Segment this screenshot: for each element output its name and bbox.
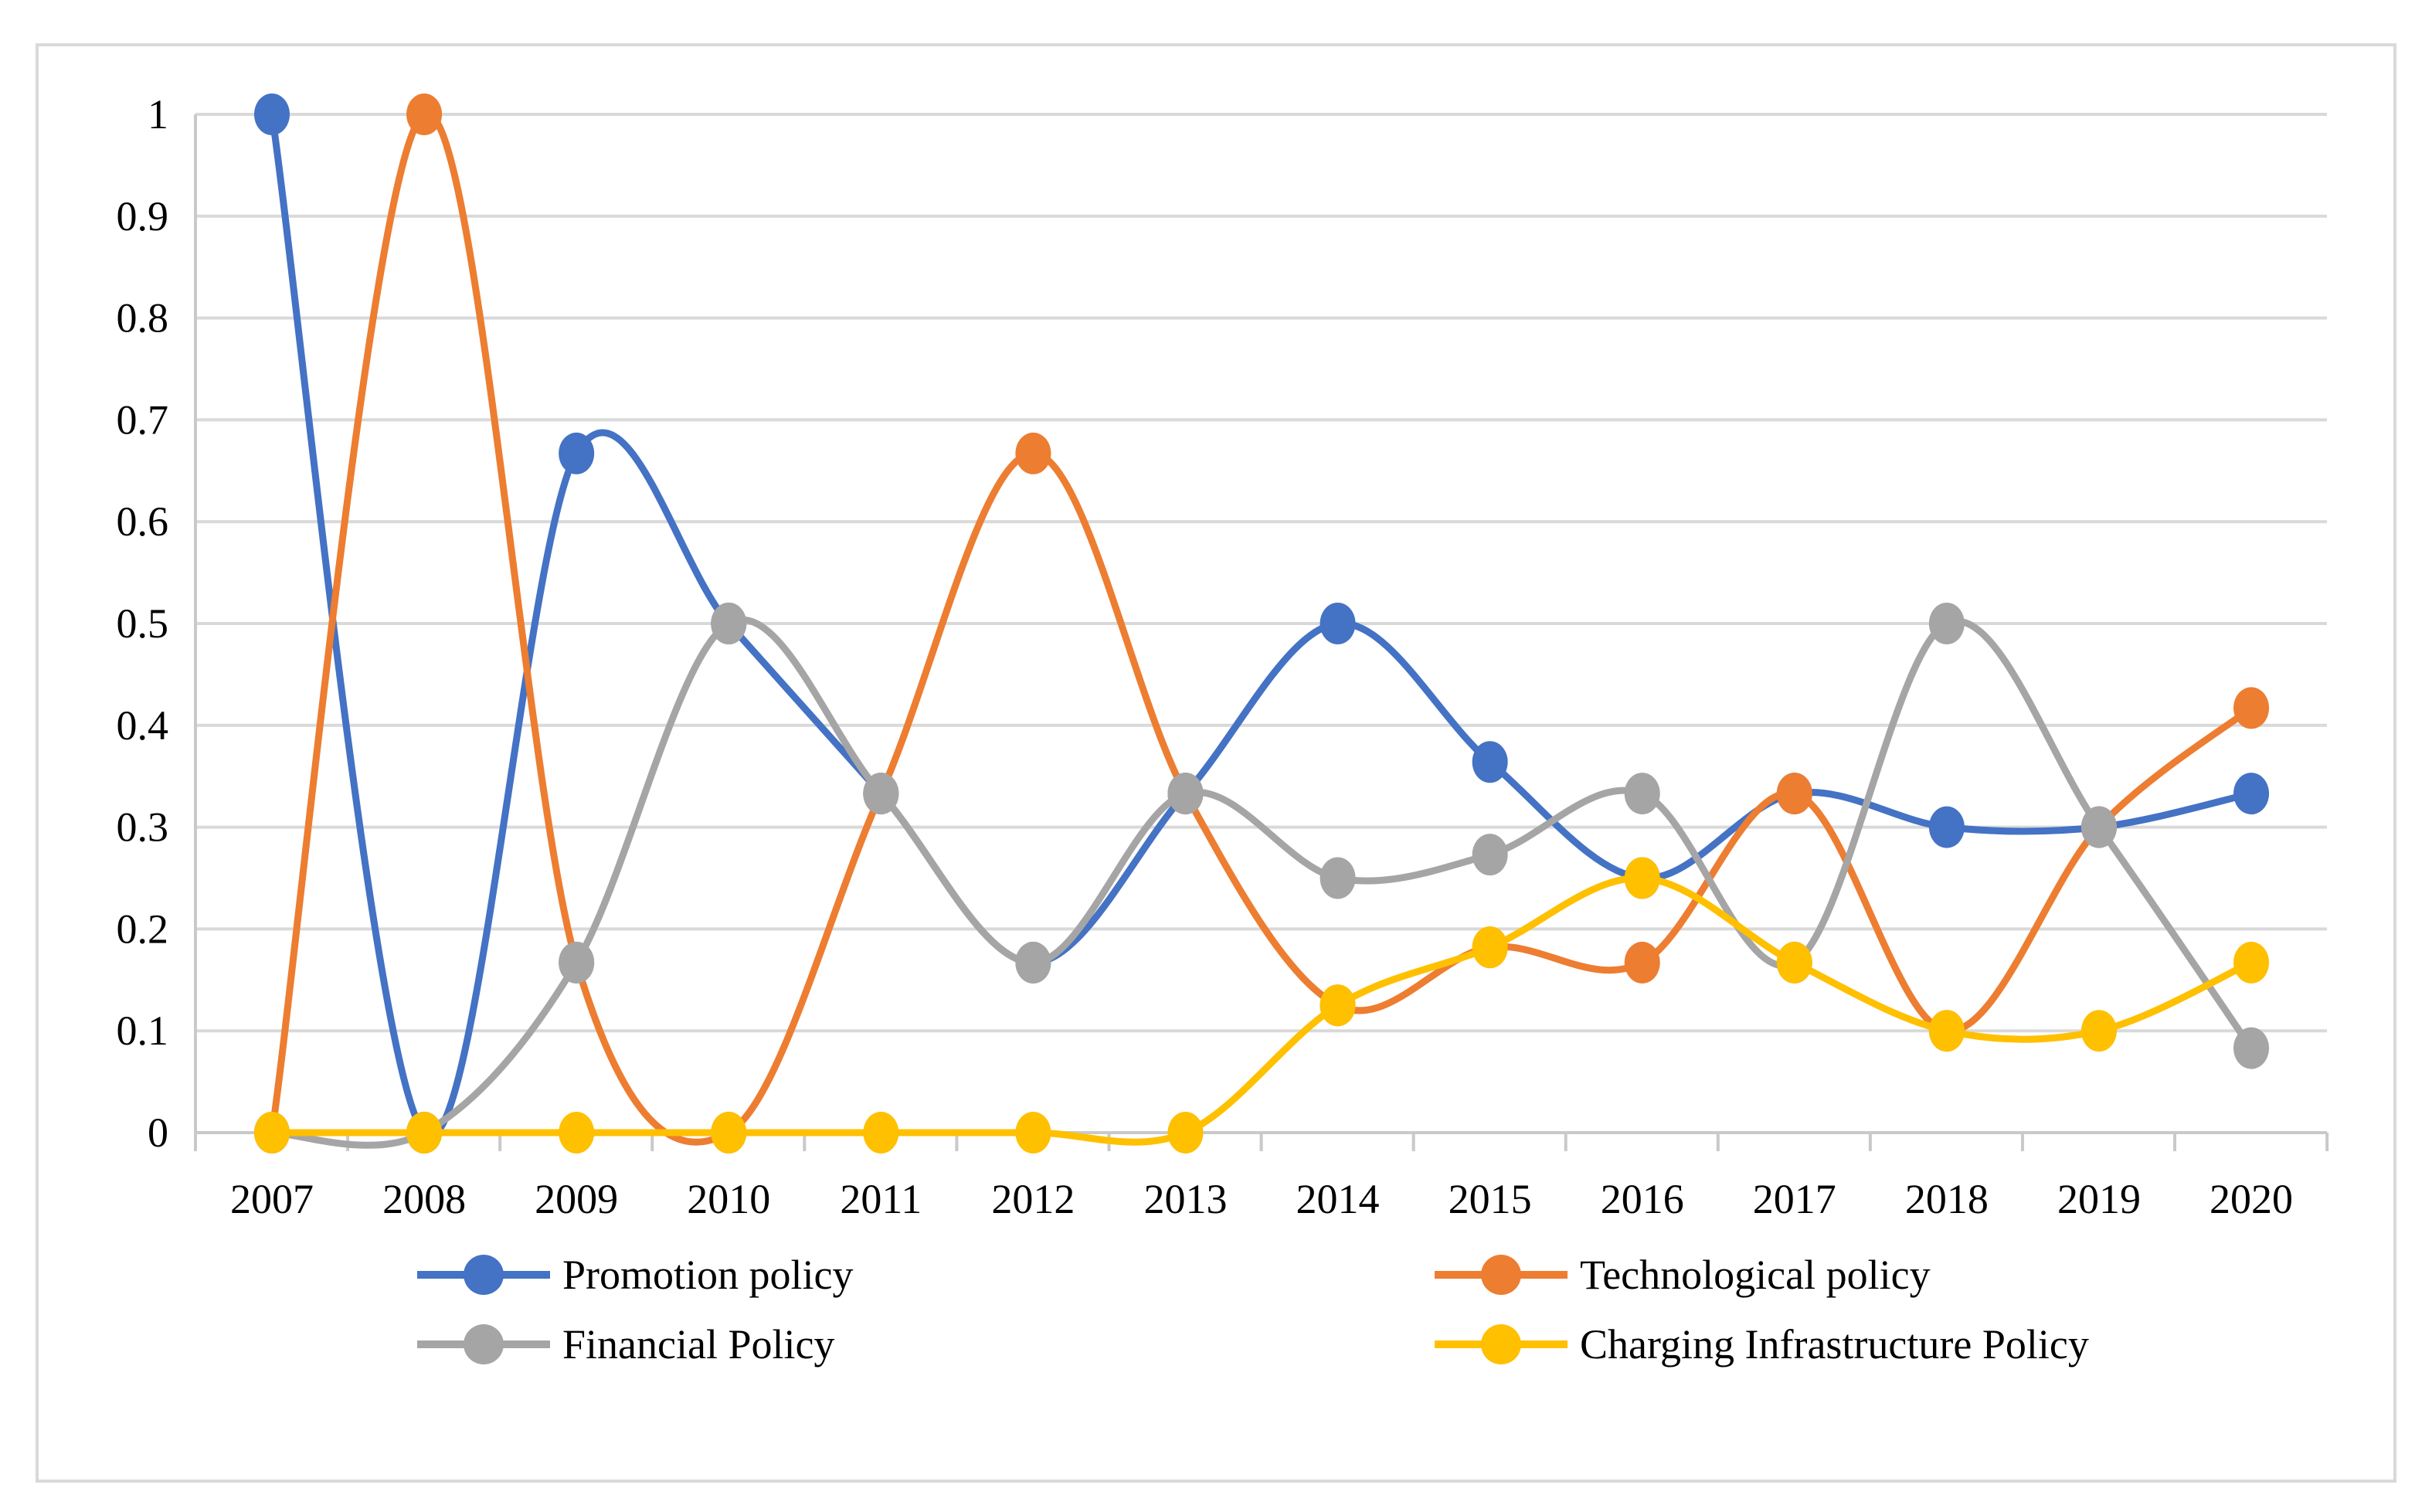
data-point-financial-policy-2014 bbox=[1320, 857, 1356, 899]
data-point-financial-policy-2020 bbox=[2233, 1027, 2270, 1069]
y-axis-label-0.6: 0.6 bbox=[117, 498, 169, 545]
data-point-promotion-policy-2014 bbox=[1320, 603, 1356, 644]
x-axis-label-2007: 2007 bbox=[230, 1176, 314, 1222]
data-point-charging-infrastructure-policy-2020 bbox=[2233, 941, 2270, 984]
data-point-charging-infrastructure-policy-2016 bbox=[1624, 857, 1660, 899]
y-axis-label-1: 1 bbox=[148, 91, 168, 138]
legend-item-charging-infrastructure-policy: Charging Infrastructure Policy bbox=[1435, 1321, 2089, 1368]
data-point-charging-infrastructure-policy-2009 bbox=[559, 1112, 595, 1154]
legend-marker-charging-infrastructure-policy bbox=[1481, 1324, 1521, 1364]
legend-marker-financial-policy bbox=[464, 1324, 504, 1364]
data-point-charging-infrastructure-policy-2012 bbox=[1015, 1112, 1051, 1154]
x-axis-label-2008: 2008 bbox=[382, 1176, 466, 1222]
data-point-technological-policy-2012 bbox=[1015, 432, 1051, 474]
data-point-financial-policy-2013 bbox=[1167, 773, 1204, 815]
y-axis-label-0.4: 0.4 bbox=[117, 702, 169, 749]
y-axis-label-0: 0 bbox=[148, 1109, 168, 1156]
data-point-technological-policy-2008 bbox=[406, 93, 443, 135]
legend-label-technological-policy: Technological policy bbox=[1580, 1252, 1931, 1298]
legend-label-charging-infrastructure-policy: Charging Infrastructure Policy bbox=[1580, 1321, 2089, 1368]
x-axis-label-2015: 2015 bbox=[1449, 1176, 1532, 1222]
data-point-charging-infrastructure-policy-2015 bbox=[1472, 926, 1508, 969]
x-axis-label-2014: 2014 bbox=[1296, 1176, 1380, 1222]
data-point-technological-policy-2020 bbox=[2233, 687, 2270, 729]
data-point-financial-policy-2011 bbox=[863, 773, 899, 815]
data-point-financial-policy-2009 bbox=[559, 941, 595, 984]
data-point-charging-infrastructure-policy-2014 bbox=[1320, 984, 1356, 1027]
data-point-financial-policy-2018 bbox=[1928, 603, 1965, 644]
y-axis-label-0.3: 0.3 bbox=[117, 804, 169, 851]
data-point-promotion-policy-2018 bbox=[1928, 806, 1965, 848]
y-axis-label-0.7: 0.7 bbox=[117, 396, 169, 443]
data-point-charging-infrastructure-policy-2013 bbox=[1167, 1112, 1204, 1154]
legend-item-promotion-policy: Promotion policy bbox=[417, 1252, 854, 1298]
x-axis-label-2013: 2013 bbox=[1143, 1176, 1227, 1222]
data-point-financial-policy-2015 bbox=[1472, 834, 1508, 876]
data-point-financial-policy-2016 bbox=[1624, 773, 1660, 815]
y-axis-label-0.5: 0.5 bbox=[117, 600, 169, 647]
series-charging-infrastructure-policy bbox=[254, 857, 2270, 1154]
chart-border bbox=[36, 43, 2396, 1483]
data-point-charging-infrastructure-policy-2008 bbox=[406, 1112, 443, 1154]
data-point-charging-infrastructure-policy-2010 bbox=[711, 1112, 747, 1154]
x-axis-label-2019: 2019 bbox=[2057, 1176, 2141, 1222]
series-line-charging-infrastructure-policy bbox=[268, 874, 2255, 1146]
legend-item-financial-policy: Financial Policy bbox=[417, 1321, 834, 1368]
data-point-promotion-policy-2015 bbox=[1472, 741, 1508, 783]
x-axis-label-2009: 2009 bbox=[535, 1176, 618, 1222]
x-axis-label-2016: 2016 bbox=[1601, 1176, 1684, 1222]
y-axis-label-0.9: 0.9 bbox=[117, 193, 169, 240]
data-point-charging-infrastructure-policy-2017 bbox=[1776, 941, 1812, 984]
series-line-technological-policy bbox=[268, 110, 2255, 1146]
legend-marker-technological-policy bbox=[1481, 1255, 1521, 1295]
x-axis-label-2012: 2012 bbox=[991, 1176, 1075, 1222]
data-point-charging-infrastructure-policy-2007 bbox=[254, 1112, 290, 1154]
legend-label-financial-policy: Financial Policy bbox=[562, 1321, 834, 1368]
y-axis-label-0.2: 0.2 bbox=[117, 906, 169, 952]
data-point-financial-policy-2010 bbox=[711, 603, 747, 644]
y-axis-label-0.1: 0.1 bbox=[117, 1007, 169, 1054]
data-point-financial-policy-2019 bbox=[2080, 806, 2117, 848]
data-point-promotion-policy-2020 bbox=[2233, 773, 2270, 815]
x-axis-label-2011: 2011 bbox=[840, 1176, 922, 1222]
data-point-charging-infrastructure-policy-2011 bbox=[863, 1112, 899, 1154]
legend-marker-promotion-policy bbox=[464, 1255, 504, 1295]
x-axis-label-2010: 2010 bbox=[687, 1176, 770, 1222]
data-point-promotion-policy-2009 bbox=[559, 432, 595, 474]
data-point-promotion-policy-2007 bbox=[254, 93, 290, 135]
x-axis-label-2018: 2018 bbox=[1905, 1176, 1989, 1222]
data-point-financial-policy-2012 bbox=[1015, 941, 1051, 984]
data-point-technological-policy-2016 bbox=[1624, 941, 1660, 984]
legend-item-technological-policy: Technological policy bbox=[1435, 1252, 1931, 1298]
data-point-charging-infrastructure-policy-2019 bbox=[2080, 1010, 2117, 1052]
legend-label-promotion-policy: Promotion policy bbox=[562, 1252, 854, 1298]
x-axis-label-2020: 2020 bbox=[2210, 1176, 2293, 1222]
data-point-charging-infrastructure-policy-2018 bbox=[1928, 1010, 1965, 1052]
x-axis-label-2017: 2017 bbox=[1753, 1176, 1836, 1222]
y-axis-label-0.8: 0.8 bbox=[117, 295, 169, 341]
data-point-technological-policy-2017 bbox=[1776, 773, 1812, 815]
